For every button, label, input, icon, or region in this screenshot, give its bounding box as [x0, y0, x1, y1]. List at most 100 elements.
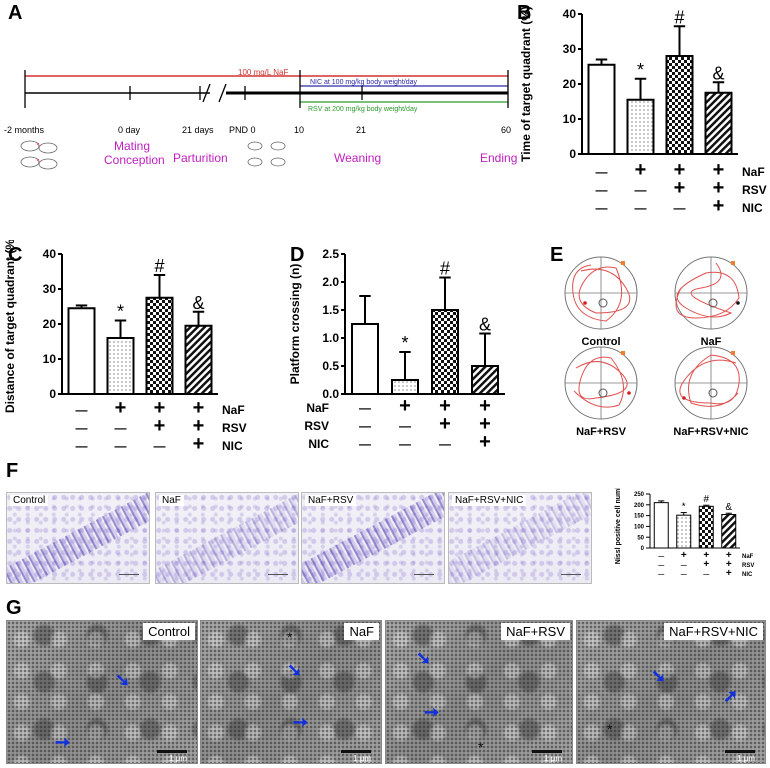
significance-marker: # [674, 7, 684, 27]
group-indicator: — [635, 183, 647, 197]
nissl-label: NaF+RSV+NIC [452, 495, 527, 506]
group-indicator: — [359, 401, 371, 415]
bar-naf-rsv [431, 309, 459, 395]
bar-naf-rsv [665, 55, 694, 155]
swim-path [679, 354, 740, 407]
nic-label: NIC at 100 mg/kg body weight/day [310, 79, 418, 86]
group-indicator: — [635, 201, 647, 215]
group-indicator: + [154, 415, 166, 437]
maze-pool-1: NaF [674, 256, 748, 348]
tick-21: 21 [356, 125, 366, 135]
mouse-icon [20, 140, 286, 170]
platform-marker [598, 298, 608, 308]
bar-control [653, 502, 669, 549]
group-indicator: + [193, 433, 205, 455]
arrow-icon: ➘ [115, 670, 131, 690]
group-indicator: + [703, 550, 709, 561]
group-indicator: — [76, 439, 88, 453]
em-label: Control [143, 623, 195, 640]
group-indicator: + [703, 559, 709, 570]
maze-label: NaF+RSV+NIC [673, 426, 748, 438]
group-indicator: — [399, 437, 411, 451]
asterisk-marker: * [287, 629, 293, 645]
group-indicator: + [439, 413, 451, 435]
group-row-label: NaF [222, 403, 245, 417]
arrow-icon: ➙ [424, 702, 440, 722]
group-indicator: — [658, 563, 664, 569]
maze-label: Control [581, 336, 620, 348]
panel-label-f: F [6, 460, 19, 482]
group-indicator: + [399, 395, 411, 417]
y-tick-label: 1.0 [322, 331, 339, 345]
maze-pool-3: NaF+RSV+NIC [673, 346, 749, 438]
bar-control [351, 323, 379, 395]
significance-marker: # [440, 259, 450, 279]
group-indicator: — [154, 439, 166, 453]
significance-marker: # [154, 256, 164, 276]
y-axis-label: Nissl positive cell number [615, 488, 622, 564]
y-tick-label: 200 [634, 503, 645, 509]
significance-marker: & [725, 502, 732, 513]
significance-marker: * [682, 502, 686, 513]
chart-platform-crossing: 0.0 0.5 1.0 1.5 2.0 2.5 Platform crossing (n) —… [288, 247, 505, 453]
group-indicator: + [193, 415, 205, 437]
group-indicator: + [713, 159, 725, 181]
start-marker [621, 261, 625, 265]
y-tick-label: 2.5 [322, 247, 339, 261]
bar-naf [391, 379, 419, 395]
group-indicator: — [115, 421, 127, 435]
group-row-label: RSV [304, 419, 329, 433]
panel-label-d: D [290, 244, 305, 266]
y-tick-label: 0 [641, 546, 645, 552]
bar-naf-rsv-nic [704, 91, 733, 155]
group-indicator: + [439, 395, 451, 417]
timeline-diagram: 100 mg/L NaF NIC at 100 mg/kg body weigh… [4, 68, 517, 170]
group-row-label: RSV [742, 183, 767, 197]
swim-path [675, 262, 740, 319]
group-indicator: — [115, 439, 127, 453]
arrow-icon: ➘ [287, 660, 303, 680]
platform-marker [708, 298, 718, 308]
group-indicator: — [596, 201, 608, 215]
group-row-label: NIC [308, 437, 329, 451]
group-indicator: — [658, 572, 664, 578]
y-tick-label: 40 [43, 247, 57, 261]
maze-label: NaF [701, 336, 722, 348]
tick-21-days: 21 days [182, 125, 214, 135]
event-mating: Mating [114, 139, 150, 153]
y-tick-label: 2.0 [322, 275, 339, 289]
panel-label-e: E [550, 244, 564, 266]
significance-marker: & [479, 315, 491, 335]
group-indicator: — [703, 572, 709, 578]
group-row-label: RSV [742, 563, 754, 569]
end-marker [627, 391, 631, 395]
panel-label-a: A [8, 2, 23, 24]
bar-naf-rsv-nic [471, 365, 499, 395]
tick-10: 10 [294, 125, 304, 135]
nissl-image-control: Control [6, 492, 150, 584]
group-row-label: NaF [306, 401, 329, 415]
chart-time-target-quadrant: 0 10 20 30 40 Time of target quadrant (%) — — — *… [519, 6, 767, 217]
group-indicator: + [479, 431, 491, 453]
significance-marker: * [117, 302, 124, 322]
em-label: NaF [344, 623, 379, 640]
em-label: NaF+RSV [501, 623, 570, 640]
y-tick-label: 250 [634, 492, 645, 498]
group-indicator: — [359, 437, 371, 451]
group-row-label: NIC [742, 572, 753, 578]
event-weaning: Weaning [334, 151, 381, 165]
y-tick-label: 30 [563, 42, 577, 56]
nissl-label: NaF [159, 495, 184, 506]
swim-path [573, 356, 628, 408]
group-indicator: — [674, 201, 686, 215]
group-indicator: + [674, 177, 686, 199]
group-row-label: NaF [742, 554, 754, 560]
y-tick-label: 1.5 [322, 303, 339, 317]
group-indicator: + [479, 395, 491, 417]
bar-naf-rsv [698, 505, 714, 549]
arrow-icon: ➘ [416, 648, 432, 668]
bar-naf [106, 337, 135, 395]
bar-naf [626, 98, 655, 155]
y-tick-label: 0.5 [322, 359, 339, 373]
bar-naf-rsv-nic [184, 324, 213, 395]
